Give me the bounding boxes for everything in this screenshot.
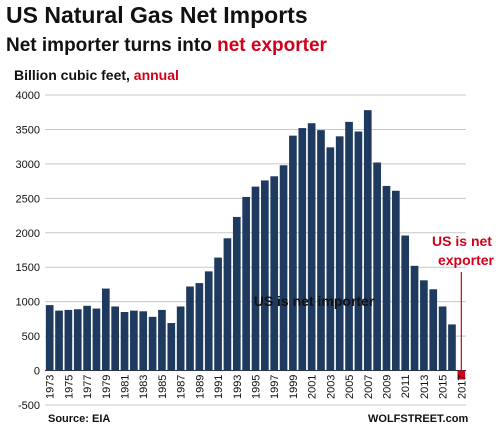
x-tick-label: 2009 (381, 375, 393, 399)
chart-subtitle: Net importer turns into net exporter (6, 35, 327, 57)
x-tick-label: 1987 (176, 375, 188, 399)
bar (420, 280, 428, 371)
x-tick-label: 2011 (400, 375, 412, 399)
bar (363, 110, 372, 371)
bar (64, 309, 73, 371)
x-axis-ticks: 1973 1975 1977 1979 1981 1983 1985 1987 1989 1991… (45, 375, 469, 399)
unit-label: Billion cubic feet, annual (14, 67, 179, 83)
bar (232, 216, 241, 371)
bar (223, 238, 232, 371)
x-tick-label: 2005 (344, 375, 356, 399)
bar (120, 312, 129, 371)
bar (298, 128, 307, 371)
bar (186, 286, 194, 371)
source-note: Source: EIA (48, 413, 111, 425)
bar (139, 311, 148, 371)
bar (392, 190, 400, 371)
y-tick-label: 1500 (16, 262, 40, 274)
y-tick-label: 500 (22, 331, 40, 343)
annotation-net-importer: US is net importer (254, 293, 375, 309)
annotation-net-exporter-line1: US is net (432, 233, 492, 249)
bar (195, 283, 204, 371)
bar (270, 176, 279, 371)
x-tick-label: 1977 (82, 375, 94, 399)
x-tick-label: 1973 (45, 375, 57, 399)
chart-title: US Natural Gas Net Imports (6, 2, 308, 28)
x-tick-label: 2003 (325, 375, 337, 399)
bar (373, 162, 381, 371)
y-tick-label: 0 (34, 366, 40, 378)
x-tick-label: 1989 (194, 375, 206, 399)
bar (335, 136, 344, 371)
bars (45, 110, 466, 380)
x-tick-label: 1985 (157, 375, 169, 399)
bar (279, 165, 288, 371)
bar (289, 135, 297, 371)
bar (92, 308, 101, 371)
unit-accent: annual (133, 67, 179, 83)
x-tick-label: 1983 (138, 375, 150, 399)
bar (242, 196, 250, 371)
bar (176, 306, 185, 371)
subtitle-accent: net exporter (217, 35, 327, 56)
x-tick-label: 1975 (63, 375, 75, 399)
bar (148, 316, 157, 371)
y-axis-ticks: -500 0 500 1000 1500 2000 2500 3000 3500 4000 (16, 90, 40, 412)
subtitle-prefix: Net importer turns into (6, 35, 218, 56)
y-tick-label: -500 (18, 400, 40, 412)
bar (354, 131, 363, 371)
annotation-net-exporter-line2: exporter (438, 252, 495, 268)
bar (410, 265, 419, 371)
bar (261, 180, 269, 371)
y-tick-label: 2500 (16, 193, 40, 205)
y-tick-label: 1000 (16, 297, 40, 309)
bar (345, 121, 353, 371)
bar (307, 123, 316, 371)
bar (83, 305, 91, 371)
y-tick-label: 4000 (16, 90, 40, 102)
bar (73, 309, 82, 371)
y-tick-label: 3500 (16, 124, 40, 136)
bar (130, 310, 138, 371)
bar (101, 288, 110, 371)
x-tick-label: 1995 (251, 375, 263, 399)
bar (448, 324, 456, 371)
x-tick-label: 2015 (438, 375, 450, 399)
x-tick-label: 2017 (456, 375, 468, 399)
bar (45, 305, 54, 371)
x-tick-label: 1999 (288, 375, 300, 399)
y-tick-label: 3000 (16, 159, 40, 171)
x-tick-label: 1993 (232, 375, 244, 399)
x-tick-label: 2007 (363, 375, 375, 399)
bar (214, 257, 222, 371)
bar (251, 186, 260, 371)
bar (382, 185, 391, 371)
bar (167, 323, 176, 371)
x-tick-label: 1997 (269, 375, 281, 399)
unit-text: Billion cubic feet, (14, 67, 130, 83)
bar (401, 235, 410, 371)
watermark: WOLFSTREET.com (368, 413, 469, 425)
x-tick-label: 1979 (101, 375, 113, 399)
bar (204, 271, 213, 371)
bar (55, 310, 63, 371)
bar (111, 306, 119, 371)
y-tick-label: 2000 (16, 228, 40, 240)
bar (438, 306, 447, 371)
bar (429, 289, 438, 371)
x-tick-label: 2013 (419, 375, 431, 399)
bar (326, 147, 335, 371)
bar (158, 309, 166, 371)
x-tick-label: 2001 (307, 375, 319, 399)
x-tick-label: 1981 (120, 375, 132, 399)
x-tick-label: 1991 (213, 375, 225, 399)
annotations: US is net importer US is net exporter (254, 233, 495, 378)
bar (317, 130, 325, 371)
